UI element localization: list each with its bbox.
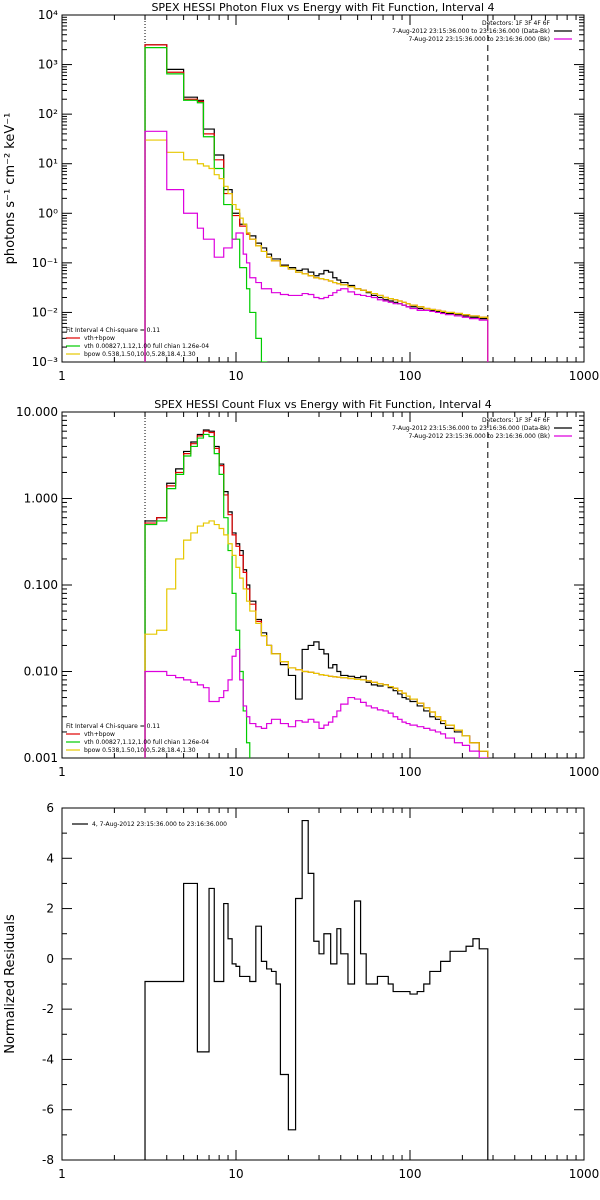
y-tick-label: -8 (42, 1153, 54, 1167)
x-tick-label: 1000 (569, 1167, 600, 1181)
x-tick-label: 1000 (569, 765, 600, 779)
axes-frame (61, 14, 585, 363)
legend-bottom-entry: vth 0.00827,1.12,1.00 full chian 1.26e-0… (84, 739, 209, 746)
series-bpow (144, 139, 489, 362)
y-tick-label: 10⁻³ (32, 355, 59, 369)
y-axis-label: Normalized Residuals (3, 914, 18, 1054)
y-tick-label: 4 (46, 851, 54, 865)
x-tick-label: 1000 (569, 369, 600, 383)
legend-bottom-entry: bpow 0.538,1.50,10.0,5.28,18.4,1.30 (84, 351, 196, 358)
legend-top-line: 4, 7-Aug-2012 23:15:36.000 to 23:16:36.0… (92, 821, 227, 828)
chart-panel-2: SPEX HESSI Count Flux vs Energy with Fit… (16, 398, 600, 779)
y-tick-label: 10⁻¹ (32, 256, 59, 270)
series-group (144, 429, 489, 758)
y-tick-label: 10¹ (38, 157, 58, 171)
legend-bottom-header: Fit Interval 4 Chi-square = 0.11 (66, 723, 160, 730)
series-group (144, 44, 489, 362)
x-tick-label: 1 (58, 1167, 66, 1181)
y-tick-label: 0.010 (24, 665, 58, 679)
series-vth (144, 46, 268, 362)
legend-top-line: Detectors: 1F 3F 4F 6F (482, 417, 551, 424)
y-tick-label: 1.000 (24, 492, 58, 506)
x-tick-label: 1 (58, 765, 66, 779)
legend-bottom-entry: vth+bpow (84, 731, 115, 738)
chart-panel-3: 1 10 100 1000 -8 -6 -4 -2 0 2 4 6 Normalized Residua… (3, 801, 600, 1181)
y-tick-label: 10⁴ (38, 8, 58, 22)
y-tick-label: 0 (46, 952, 54, 966)
y-tick-label: 0.100 (24, 578, 58, 592)
series-vth-bpow (144, 430, 489, 758)
x-tick-label: 10 (228, 369, 243, 383)
chart-panel-1: SPEX HESSI Photon Flux vs Energy with Fi… (3, 1, 600, 383)
y-tick-label: 10⁻² (32, 305, 59, 319)
legend-top-line: Detectors: 1F 3F 4F 6F (482, 20, 551, 27)
series-total (144, 429, 489, 758)
x-tick-label: 100 (399, 1167, 422, 1181)
chart-title: SPEX HESSI Photon Flux vs Energy with Fi… (151, 1, 494, 14)
y-tick-label: 10² (38, 107, 58, 121)
legend-bottom-entry: vth 0.00827,1.12,1.00 full chian 1.26e-0… (84, 343, 209, 350)
axes-frame (61, 807, 585, 1161)
y-tick-label: -4 (42, 1052, 54, 1066)
legend-top-line: 7-Aug-2012 23:15:36.000 to 23:16:36.000 … (392, 28, 550, 35)
y-tick-label: -2 (42, 1002, 54, 1016)
series-bpow (144, 520, 489, 758)
y-tick-label: 2 (46, 902, 54, 916)
legend-bottom-entry: vth+bpow (84, 335, 115, 342)
chart-title: SPEX HESSI Count Flux vs Energy with Fit… (154, 398, 491, 411)
legend-top-line: 7-Aug-2012 23:15:36.000 to 23:16:36.000 … (408, 433, 550, 440)
x-tick-label: 1 (58, 369, 66, 383)
y-tick-label: 10.000 (16, 405, 58, 419)
series-residuals (144, 819, 489, 1160)
y-axis-label: photons s⁻¹ cm⁻² keV⁻¹ (3, 113, 18, 265)
y-tick-label: 10³ (38, 58, 58, 72)
x-tick-label: 10 (228, 1167, 243, 1181)
y-tick-label: 10⁰ (38, 206, 58, 220)
legend-bottom-header: Fit Interval 4 Chi-square = 0.11 (66, 327, 160, 334)
series-vth (144, 433, 251, 758)
y-tick-label: -6 (42, 1103, 54, 1117)
x-tick-label: 10 (228, 765, 243, 779)
axes-frame (61, 411, 585, 759)
x-tick-label: 100 (399, 765, 422, 779)
series-background (144, 130, 489, 362)
legend-top-line: 7-Aug-2012 23:15:36.000 to 23:16:36.000 … (392, 425, 550, 432)
x-tick-label: 100 (399, 369, 422, 383)
y-tick-label: 6 (46, 801, 54, 815)
series-group (144, 819, 489, 1160)
legend-top-line: 7-Aug-2012 23:15:36.000 to 23:16:36.000 … (408, 36, 550, 43)
series-background (144, 648, 489, 758)
legend-bottom-entry: bpow 0.538,1.50,10.0,5.28,18.4,1.30 (84, 747, 196, 754)
y-tick-label: 0.001 (24, 751, 58, 765)
